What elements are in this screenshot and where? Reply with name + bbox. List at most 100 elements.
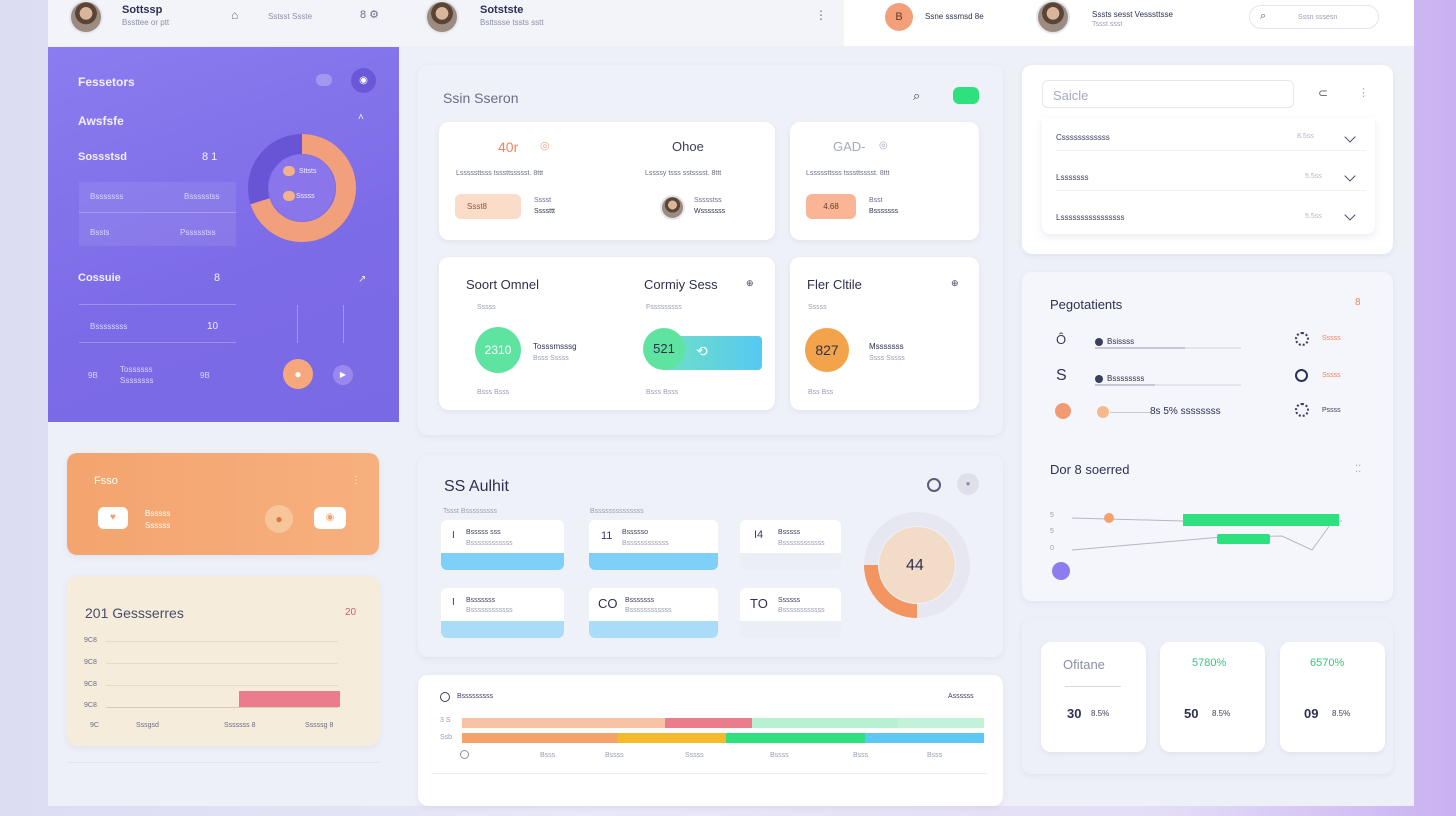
apple-icon[interactable]: ● [265, 505, 293, 533]
promo-card [67, 453, 379, 555]
sidebar-panel [48, 47, 399, 422]
donut-value: 44 [906, 557, 924, 574]
user-dot-icon[interactable] [1052, 562, 1070, 580]
kpi-unit: 8.5% [1212, 709, 1231, 718]
kpi-tile[interactable] [1280, 642, 1385, 752]
arrow-icon[interactable]: ↗ [358, 274, 367, 285]
legend-swatch [283, 166, 295, 176]
divider [1056, 150, 1366, 151]
promo-title: Fsso [94, 475, 118, 487]
bullet-icon [1095, 338, 1103, 346]
chart-line [1071, 524, 1331, 551]
dropdown-value: 5.5ss [1305, 173, 1322, 180]
sidebar-section[interactable]: Awsfsfe [78, 114, 124, 128]
more-icon[interactable]: ⋮ [815, 8, 827, 22]
list-item[interactable]: Pssssstss [180, 228, 216, 237]
x-tick: Bsss [853, 752, 869, 759]
audit-item-bar [740, 621, 841, 638]
list-item[interactable]: Bsssssss [90, 192, 124, 201]
settings-icon[interactable]: 8 ⚙ [360, 9, 380, 21]
avatar[interactable] [1036, 0, 1070, 34]
badge-icon[interactable]: B [885, 3, 913, 31]
arrow-icon[interactable]: ⊕ [746, 278, 754, 288]
audit-icon: I [452, 530, 455, 541]
select-input[interactable]: Saicle [1042, 80, 1294, 108]
divider [432, 773, 987, 774]
progress-fill [1095, 384, 1155, 386]
sidebar-section-value: 8 1 [202, 151, 218, 163]
search-icon[interactable]: ⌕ [913, 88, 921, 103]
audit-item-bar [441, 553, 564, 570]
status-icon [1295, 369, 1308, 382]
stat-label: Bsssssss [869, 208, 899, 215]
link-icon[interactable]: ⊂ [1318, 86, 1329, 100]
metric-value: 827 [805, 328, 849, 372]
audit-title: SS Aulhit [444, 478, 509, 495]
info-icon[interactable] [927, 478, 941, 492]
folder-icon[interactable] [316, 74, 332, 86]
footer-item[interactable]: 9B [88, 371, 98, 380]
audit-icon: I [452, 597, 455, 608]
search-box[interactable]: ⌕ Sssn sssesn [1249, 5, 1379, 29]
record-button[interactable]: ● [283, 359, 313, 389]
divider [67, 762, 379, 763]
audit-icon: I4 [754, 529, 764, 541]
user-name: Sottssp [122, 4, 163, 16]
list-item[interactable]: Bssssssss [90, 322, 128, 331]
chevron-up-icon[interactable]: ˄ [358, 112, 364, 123]
more-icon[interactable]: ⋮ [351, 475, 361, 486]
user-name: Sssts sesst Vesssttsse [1092, 10, 1173, 19]
stat-chip[interactable]: Ssst8 [455, 194, 521, 219]
dropdown-item[interactable]: Lsssssss [1056, 173, 1089, 182]
kpi-value: 30 [1067, 706, 1082, 721]
toggle-button[interactable] [953, 87, 979, 104]
row-value: Sssss [1322, 335, 1341, 342]
footer-item[interactable]: 9B [200, 371, 210, 380]
dropdown-item[interactable]: Cssssssssssss [1056, 133, 1110, 142]
progress-fill [1095, 347, 1185, 349]
action-button[interactable]: ◉ [314, 507, 346, 529]
footer-item[interactable]: Tossssss Ssssssss [120, 365, 154, 385]
select-placeholder: Saicle [1053, 88, 1089, 103]
play-button[interactable]: ▶ [333, 365, 353, 385]
more-icon[interactable]: ⋮ [1358, 87, 1369, 99]
avatar[interactable] [69, 0, 103, 34]
user-sub: Bssttee or ptt [122, 18, 170, 27]
kpi-tile[interactable] [1160, 642, 1265, 752]
grid-line [106, 641, 338, 642]
timeline-bar [462, 718, 665, 728]
row-icon: S [1056, 367, 1067, 384]
stat-icon: ◎ [540, 140, 550, 152]
divider [79, 342, 236, 343]
stat-chip[interactable]: 4.68 [806, 194, 856, 219]
search-input[interactable]: Sssn sssesn [1298, 14, 1338, 21]
kpi-title: Ofitane [1063, 657, 1105, 672]
stat-label: Bsst [869, 197, 883, 204]
kpi-tile[interactable] [1041, 642, 1146, 752]
chart-point [1104, 513, 1114, 523]
metric-foot: Bsss Bsss [477, 389, 510, 396]
avatar[interactable] [425, 0, 459, 34]
list-item[interactable]: Bssts [90, 228, 110, 237]
grid-line [106, 663, 338, 664]
like-button[interactable]: ♥ [98, 507, 128, 529]
power-icon[interactable]: ◉ [351, 68, 376, 93]
timeline-right[interactable]: Assssss [948, 693, 974, 700]
home-icon[interactable]: ⌂ [231, 8, 239, 22]
column-header: Bssssssssssssss [590, 508, 644, 515]
metric-label: Msssssss [869, 342, 904, 351]
expand-icon[interactable]: ⁚⁚ [1355, 464, 1362, 475]
arrow-icon[interactable]: ⊕ [951, 278, 959, 288]
list-item[interactable]: Bssssstss [184, 192, 220, 201]
metric-sub: Sssss [477, 304, 496, 311]
progress-title: Pegotatients [1050, 297, 1123, 312]
nav-text[interactable]: Sstsst Ssste [268, 12, 313, 21]
avatar[interactable] [660, 195, 685, 220]
dropdown-item[interactable]: Lssssssssssssssss [1056, 213, 1125, 222]
timeline-bar [726, 733, 865, 743]
nav-icon[interactable] [460, 750, 469, 759]
audit-item-bar [441, 621, 564, 638]
settings-icon[interactable]: ● [957, 473, 979, 495]
kpi-unit: 8.5% [1332, 709, 1351, 718]
x-tick: Bsss [540, 752, 556, 759]
